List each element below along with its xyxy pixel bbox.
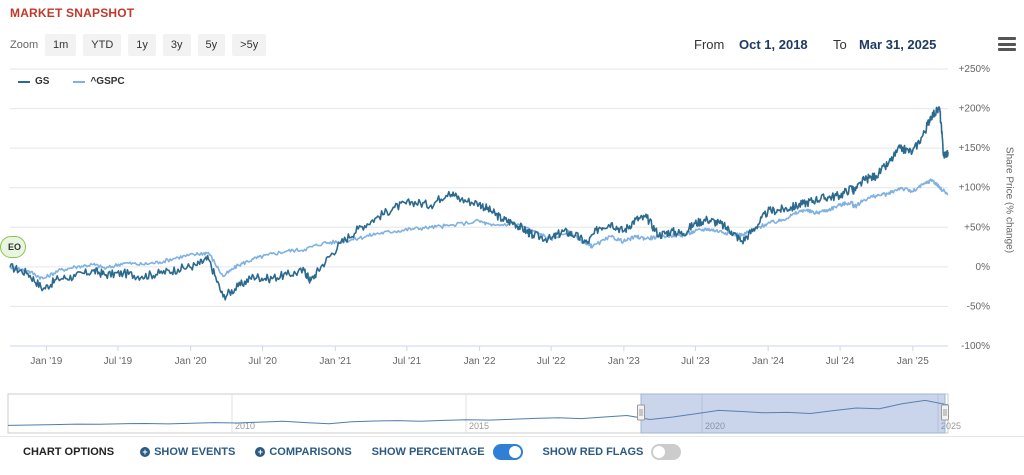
show-red-flags-option: SHOW RED FLAGS <box>542 443 682 460</box>
navigator-year-label: 2025 <box>941 421 961 431</box>
x-tick-label: Jan '25 <box>897 356 929 367</box>
show-red-flags-toggle[interactable] <box>651 443 682 460</box>
series-line-gspc <box>9 178 949 280</box>
zoom-max-button[interactable]: >5y <box>232 34 267 56</box>
legend-item-gspc[interactable]: ^GSPC <box>73 76 125 87</box>
x-tick-label: Jan '23 <box>608 356 640 367</box>
navigator-series-line <box>7 399 949 426</box>
navigator-frame <box>7 393 949 434</box>
x-tick-label: Jul '24 <box>826 356 855 367</box>
x-tick-label: Jan '19 <box>30 356 62 367</box>
y-tick-label: -100% <box>961 341 990 352</box>
series-line-gs <box>9 106 949 301</box>
navigator-left-handle[interactable] <box>637 404 645 421</box>
show-percentage-label: SHOW PERCENTAGE <box>371 445 485 458</box>
zoom-1m-button[interactable]: 1m <box>45 34 77 56</box>
comparisons-button[interactable]: + COMPARISONS <box>255 445 352 458</box>
legend-label-gs: GS <box>35 76 50 87</box>
plus-circle-icon: + <box>140 446 151 457</box>
y-tick-label: +50% <box>964 222 990 233</box>
navigator-selection[interactable] <box>640 393 946 434</box>
navigator-year-label: 2015 <box>469 421 489 431</box>
show-percentage-toggle[interactable] <box>492 443 523 460</box>
page-title: MARKET SNAPSHOT <box>10 6 135 20</box>
y-tick-label: 0% <box>976 262 991 273</box>
y-tick-label: +200% <box>959 104 991 115</box>
zoom-label: Zoom <box>10 39 39 51</box>
legend-label-gspc: ^GSPC <box>90 76 125 87</box>
y-tick-label: -50% <box>967 301 990 312</box>
navigator-right-handle[interactable] <box>941 404 949 421</box>
event-marker[interactable]: EO <box>0 236 26 258</box>
price-chart[interactable]: Jan '19 Jul '19 Jan '20 Jul '20 Jan '21 Jul '… <box>0 0 1024 436</box>
show-percentage-option: SHOW PERCENTAGE <box>371 443 523 460</box>
y-tick-label: +100% <box>959 183 991 194</box>
x-tick-label: Jul '23 <box>681 356 710 367</box>
zoom-ytd-button[interactable]: YTD <box>83 34 122 56</box>
x-tick-label: Jan '24 <box>752 356 784 367</box>
x-tick-label: Jul '21 <box>393 356 422 367</box>
show-events-button[interactable]: + SHOW EVENTS <box>140 446 235 458</box>
chart-options-label: CHART OPTIONS <box>23 445 115 458</box>
y-axis-title: Share Price (% change) <box>1002 110 1016 290</box>
legend-swatch-gspc <box>73 80 86 83</box>
x-tick-label: Jul '20 <box>248 356 277 367</box>
y-tick-label: +150% <box>959 143 991 154</box>
zoom-3y-button[interactable]: 3y <box>162 34 191 56</box>
chart-legend: GS ^GSPC <box>18 76 125 87</box>
x-tick-label: Jan '21 <box>319 356 351 367</box>
zoom-1y-button[interactable]: 1y <box>128 34 156 56</box>
y-tick-label: +250% <box>959 64 991 75</box>
x-tick-label: Jan '20 <box>175 356 207 367</box>
chart-options-bar: CHART OPTIONS + SHOW EVENTS + COMPARISON… <box>0 436 1024 466</box>
x-tick-label: Jan '22 <box>464 356 496 367</box>
comparisons-label: COMPARISONS <box>269 445 352 458</box>
navigator-year-label: 2010 <box>235 421 255 431</box>
to-date-value: Mar 31, 2025 <box>859 37 937 52</box>
menu-icon[interactable] <box>998 37 1016 51</box>
legend-swatch-gs <box>18 80 30 83</box>
from-label: From <box>694 37 725 52</box>
from-date-value: Oct 1, 2018 <box>739 37 808 52</box>
x-tick-label: Jul '22 <box>537 356 566 367</box>
to-label: To <box>833 37 847 52</box>
show-events-label: SHOW EVENTS <box>154 445 236 458</box>
x-tick-label: Jul '19 <box>104 356 133 367</box>
navigator-year-label: 2020 <box>705 421 725 431</box>
show-red-flags-label: SHOW RED FLAGS <box>542 445 644 458</box>
plus-circle-icon: + <box>255 446 266 457</box>
legend-item-gs[interactable]: GS <box>18 76 49 87</box>
zoom-buttons: 1m YTD 1y 3y 5y >5y <box>45 34 267 56</box>
to-date-input[interactable]: Mar 31, 2025 <box>859 37 936 52</box>
zoom-5y-button[interactable]: 5y <box>197 34 226 56</box>
y-axis-title-text: Share Price (% change) <box>1003 146 1015 254</box>
from-date-input[interactable]: Oct 1, 2018 <box>739 37 808 52</box>
